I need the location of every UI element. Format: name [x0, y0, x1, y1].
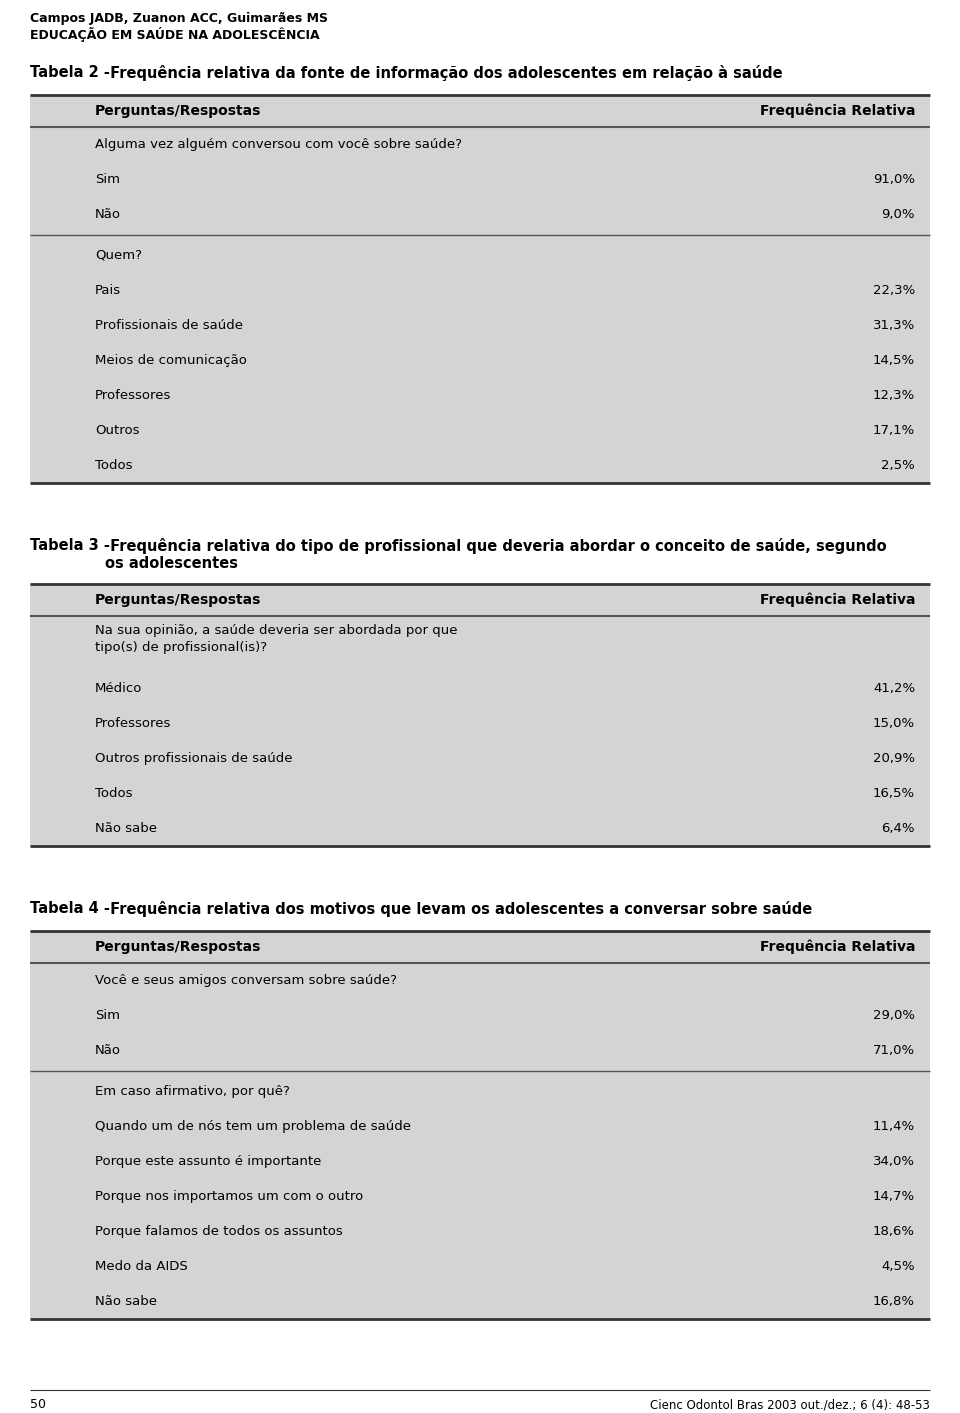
Text: Frequência relativa do tipo de profissional que deveria abordar o conceito de sa: Frequência relativa do tipo de profissio… [105, 538, 887, 554]
Text: 34,0%: 34,0% [873, 1154, 915, 1169]
Text: 11,4%: 11,4% [873, 1121, 915, 1133]
Text: Frequência Relativa: Frequência Relativa [759, 103, 915, 119]
Text: Você e seus amigos conversam sobre saúde?: Você e seus amigos conversam sobre saúde… [95, 974, 397, 988]
Text: Sim: Sim [95, 1009, 120, 1022]
Text: tipo(s) de profissional(is)?: tipo(s) de profissional(is)? [95, 642, 267, 654]
Text: Medo da AIDS: Medo da AIDS [95, 1260, 188, 1273]
Text: 12,3%: 12,3% [873, 389, 915, 403]
Text: 31,3%: 31,3% [873, 319, 915, 332]
Bar [30, 931, 930, 964]
Text: 22,3%: 22,3% [873, 284, 915, 297]
Text: Alguma vez alguém conversou com você sobre saúde?: Alguma vez alguém conversou com você sob… [95, 138, 462, 151]
Text: Meios de comunicação: Meios de comunicação [95, 355, 247, 367]
Text: Frequência relativa da fonte de informação dos adolescentes em relação à saúde: Frequência relativa da fonte de informaç… [105, 65, 782, 81]
Text: Porque falamos de todos os assuntos: Porque falamos de todos os assuntos [95, 1225, 343, 1238]
Text: 41,2%: 41,2% [873, 682, 915, 695]
Text: Todos: Todos [95, 459, 132, 472]
Text: 50: 50 [30, 1397, 46, 1412]
Text: 29,0%: 29,0% [873, 1009, 915, 1022]
Text: Não: Não [95, 208, 121, 220]
Text: Frequência relativa dos motivos que levam os adolescentes a conversar sobre saúd: Frequência relativa dos motivos que leva… [105, 901, 812, 917]
Text: EDUCAÇÃO EM SAÚDE NA ADOLESCÊNCIA: EDUCAÇÃO EM SAÚDE NA ADOLESCÊNCIA [30, 27, 320, 42]
Text: 14,7%: 14,7% [873, 1190, 915, 1202]
Text: 18,6%: 18,6% [873, 1225, 915, 1238]
Text: 4,5%: 4,5% [881, 1260, 915, 1273]
Text: Porque nos importamos um com o outro: Porque nos importamos um com o outro [95, 1190, 363, 1202]
Text: Porque este assunto é importante: Porque este assunto é importante [95, 1154, 322, 1169]
Text: Tabela 2 -: Tabela 2 - [30, 65, 115, 81]
Text: os adolescentes: os adolescentes [105, 555, 238, 571]
Bar [30, 95, 930, 127]
Text: 15,0%: 15,0% [873, 716, 915, 731]
Text: Quem?: Quem? [95, 249, 142, 261]
Text: 6,4%: 6,4% [881, 822, 915, 835]
Text: 16,5%: 16,5% [873, 787, 915, 800]
Text: 91,0%: 91,0% [873, 172, 915, 187]
Text: Cienc Odontol Bras 2003 out./dez.; 6 (4): 48-53: Cienc Odontol Bras 2003 out./dez.; 6 (4)… [650, 1397, 930, 1412]
Text: Não: Não [95, 1044, 121, 1057]
Bar [30, 584, 930, 616]
Text: Campos JADB, Zuanon ACC, Guimarães MS: Campos JADB, Zuanon ACC, Guimarães MS [30, 11, 328, 25]
Text: Todos: Todos [95, 787, 132, 800]
Text: Sim: Sim [95, 172, 120, 187]
Text: 71,0%: 71,0% [873, 1044, 915, 1057]
Text: Frequência Relativa: Frequência Relativa [759, 940, 915, 954]
Text: Tabela 4 -: Tabela 4 - [30, 901, 115, 916]
Text: Não sabe: Não sabe [95, 1294, 157, 1308]
Text: 17,1%: 17,1% [873, 424, 915, 437]
Text: Perguntas/Respostas: Perguntas/Respostas [95, 105, 261, 119]
Text: Professores: Professores [95, 389, 172, 403]
Text: Frequência Relativa: Frequência Relativa [759, 592, 915, 608]
Text: Perguntas/Respostas: Perguntas/Respostas [95, 593, 261, 608]
Bar [30, 616, 930, 846]
Text: 14,5%: 14,5% [873, 355, 915, 367]
Text: 9,0%: 9,0% [881, 208, 915, 220]
Text: Não sabe: Não sabe [95, 822, 157, 835]
Text: Na sua opinião, a saúde deveria ser abordada por que: Na sua opinião, a saúde deveria ser abor… [95, 625, 458, 637]
Text: 16,8%: 16,8% [873, 1294, 915, 1308]
Text: Outros profissionais de saúde: Outros profissionais de saúde [95, 752, 293, 764]
Text: Tabela 3 -: Tabela 3 - [30, 538, 115, 552]
Text: Outros: Outros [95, 424, 139, 437]
Bar [30, 127, 930, 483]
Text: Em caso afirmativo, por quê?: Em caso afirmativo, por quê? [95, 1085, 290, 1098]
Text: Pais: Pais [95, 284, 121, 297]
Text: 20,9%: 20,9% [873, 752, 915, 764]
Text: 2,5%: 2,5% [881, 459, 915, 472]
Bar [30, 964, 930, 1318]
Text: Quando um de nós tem um problema de saúde: Quando um de nós tem um problema de saúd… [95, 1121, 411, 1133]
Text: Perguntas/Respostas: Perguntas/Respostas [95, 940, 261, 954]
Text: Profissionais de saúde: Profissionais de saúde [95, 319, 243, 332]
Text: Médico: Médico [95, 682, 142, 695]
Text: Professores: Professores [95, 716, 172, 731]
